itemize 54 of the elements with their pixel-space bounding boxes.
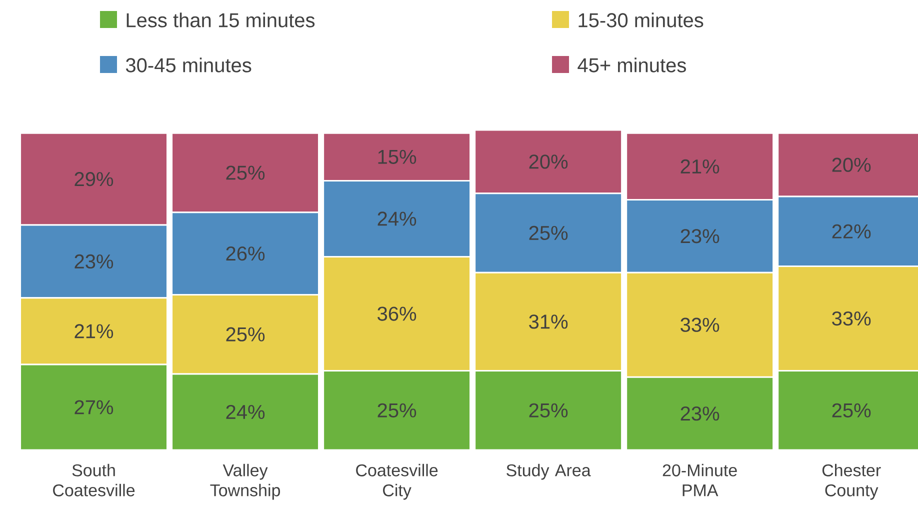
bar: [474, 370, 623, 450]
data-label: 33%: [680, 318, 720, 332]
data-label: 24%: [226, 404, 265, 420]
bar: [20, 364, 168, 450]
data-label: 23%: [680, 406, 720, 421]
bar: [626, 198, 774, 274]
data-label: 31%: [529, 314, 568, 329]
data-label: 33%: [832, 311, 871, 326]
legend-label: 45+ minutes: [578, 58, 686, 72]
data-label: 36%: [378, 306, 416, 321]
legend-label: 15-30 minutes: [578, 12, 704, 28]
bar: [322, 132, 472, 182]
data-label: 23%: [680, 229, 720, 244]
bar: [474, 192, 623, 274]
bar: [171, 132, 320, 214]
bar: [171, 373, 320, 450]
data-label: 26%: [226, 246, 265, 261]
bar: [322, 370, 472, 450]
data-label: 29%: [74, 172, 114, 186]
data-label: 25%: [529, 226, 568, 240]
legend-label: 30-45 minutes: [126, 58, 252, 72]
data-label: 27%: [74, 400, 114, 414]
x-tick-label: Valley Township: [210, 464, 280, 500]
bar: [171, 294, 320, 375]
data-label: 20%: [832, 158, 871, 172]
bar: [322, 256, 472, 372]
bar: [626, 376, 774, 450]
x-tick-label: Chester County: [822, 464, 881, 500]
x-tick-label: Study Area: [506, 464, 591, 480]
data-label: 25%: [226, 166, 265, 180]
bar: [171, 212, 320, 296]
data-label: 25%: [378, 403, 416, 418]
data-label: 24%: [378, 212, 416, 226]
data-label: 15%: [378, 150, 416, 164]
data-label: 25%: [832, 403, 871, 418]
bar: [322, 180, 472, 258]
data-label: 20%: [529, 154, 568, 169]
bar: [20, 224, 168, 299]
bar: [626, 272, 774, 378]
bar: [20, 132, 168, 226]
bar: [474, 130, 623, 194]
data-label: 23%: [74, 254, 114, 269]
x-tick-label: 20-Minute PMA: [662, 464, 737, 496]
data-label: 22%: [832, 224, 871, 238]
bar: [474, 272, 623, 372]
data-label: 21%: [74, 324, 114, 338]
data-label: 25%: [226, 327, 265, 342]
data-label: 25%: [529, 403, 568, 418]
bar: [20, 297, 168, 366]
data-label: 21%: [680, 159, 720, 174]
x-tick-label: Coatesville City: [356, 464, 438, 500]
legend-label: Less than 15 minutes: [126, 12, 315, 28]
bar: [626, 132, 774, 200]
x-tick-label: South Coatesville: [53, 464, 135, 496]
